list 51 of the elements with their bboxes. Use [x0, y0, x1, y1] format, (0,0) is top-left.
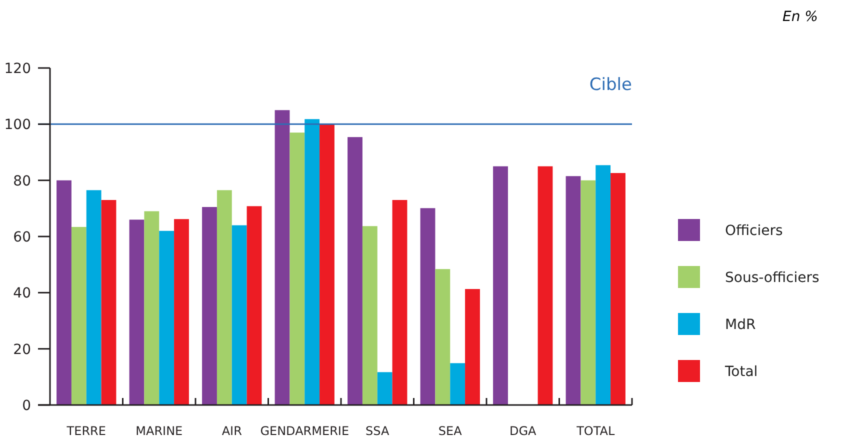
y-tick-label: 40: [13, 286, 31, 302]
bar: [566, 176, 581, 405]
x-tick-label: SEA: [438, 424, 463, 438]
legend-label: MdR: [725, 317, 756, 333]
bar: [159, 230, 174, 405]
bar: [174, 219, 189, 405]
bar: [392, 200, 408, 405]
y-tick-label: 60: [13, 230, 31, 246]
ref-line-label: Cible: [589, 75, 632, 96]
y-tick-label: 100: [4, 117, 31, 134]
x-tick-label: AIR: [222, 424, 242, 438]
bar: [216, 190, 232, 405]
bar: [274, 110, 290, 405]
bar: [348, 137, 362, 405]
bar: [596, 165, 611, 405]
bar: [86, 190, 102, 405]
y-tick-label: 80: [13, 173, 31, 190]
bar: [246, 206, 262, 405]
bar: [435, 269, 450, 405]
y-tick-label: 0: [22, 398, 31, 414]
bar: [304, 119, 320, 405]
bar: [320, 124, 334, 405]
bar: [232, 225, 247, 405]
bar: [362, 226, 378, 405]
bar: [493, 166, 508, 405]
bar: [56, 180, 72, 405]
legend-label: Officiers: [725, 223, 783, 239]
x-tick-label: MARINE: [136, 424, 183, 438]
bar: [377, 372, 392, 405]
bar: [465, 289, 480, 405]
bar: [450, 363, 466, 405]
x-tick-label: GENDARMERIE: [260, 424, 350, 438]
bar: [420, 208, 436, 405]
bar: [610, 173, 626, 405]
y-tick-label: 20: [13, 342, 31, 358]
legend-label: Total: [724, 364, 758, 380]
bar: [202, 207, 217, 405]
x-tick-label: DGA: [510, 424, 538, 438]
bar: [290, 132, 305, 405]
bar: [71, 226, 86, 405]
y-tick-label: 120: [4, 61, 31, 77]
x-tick-label: TOTAL: [576, 424, 615, 438]
bar: [101, 200, 116, 405]
bar: [538, 166, 553, 405]
legend-label: Sous-officiers: [725, 270, 820, 286]
bar: [129, 220, 144, 405]
text: En %: [782, 9, 818, 25]
bar: [144, 211, 160, 405]
bar: [580, 180, 596, 405]
x-tick-label: TERRE: [66, 424, 106, 438]
x-tick-label: SSA: [366, 424, 390, 438]
